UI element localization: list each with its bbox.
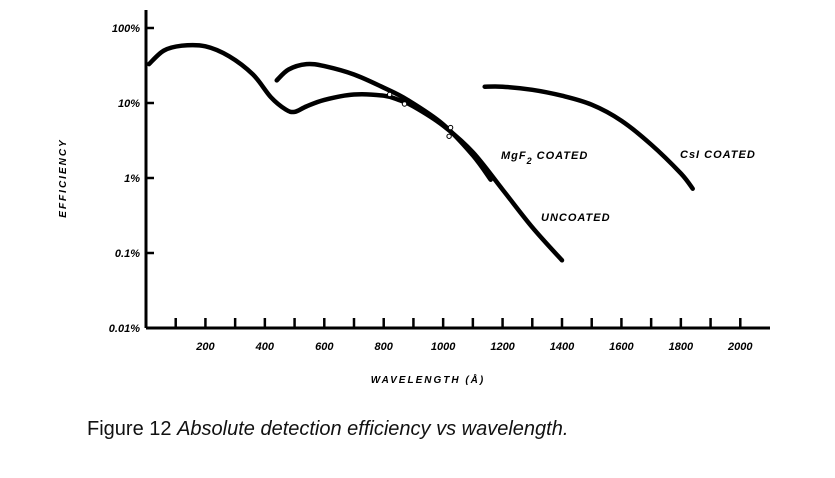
figure-caption-text: Absolute detection efficiency vs wavelen… xyxy=(177,418,569,440)
x-tick-label: 1400 xyxy=(550,341,575,353)
data-point-marker xyxy=(447,124,454,131)
chart-axes: 200 400 600 800 1000 1200 1400 1600 1800 2000 0.01… xyxy=(109,10,770,353)
mgf2-label-main: MgF xyxy=(501,150,527,162)
x-tick-label: 1800 xyxy=(669,341,694,353)
series-label-uncoated: UNCOATED xyxy=(541,212,611,224)
data-point-marker xyxy=(386,91,393,98)
x-tick-label: 2000 xyxy=(727,341,753,353)
series-line-mgf2-coated xyxy=(274,61,493,182)
figure-number: Figure 12 xyxy=(87,418,172,440)
figure-caption: Figure 12 Absolute detection efficiency … xyxy=(87,418,568,441)
x-axis-title: WAVELENGTH (Å) xyxy=(371,373,485,386)
x-tick-label: 1600 xyxy=(609,341,634,353)
series-label-csi-coated: CsI COATED xyxy=(680,149,756,161)
mgf2-label-rest: COATED xyxy=(533,150,589,162)
mgf2-label-subscript: 2 xyxy=(526,156,533,166)
y-tick-label: 100% xyxy=(112,23,140,35)
series-line-csi-coated xyxy=(482,84,695,191)
y-tick-label: 1% xyxy=(124,173,140,185)
x-tick-label: 600 xyxy=(315,341,334,353)
y-tick-label: 0.01% xyxy=(109,323,140,335)
series-label-mgf2-coated: MgF2 COATED xyxy=(501,150,588,166)
y-tick-label: 10% xyxy=(118,98,140,110)
x-tick-label: 800 xyxy=(375,341,394,353)
x-tick-label: 1200 xyxy=(490,341,515,353)
labels-layer: WAVELENGTH (Å) EFFICIENCY UNCOATED MgF2 … xyxy=(58,138,756,386)
x-tick-label: 400 xyxy=(255,341,275,353)
x-tick-label: 200 xyxy=(195,341,215,353)
data-point-marker xyxy=(446,133,452,139)
y-axis-title: EFFICIENCY xyxy=(58,138,69,217)
y-tick-label: 0.1% xyxy=(115,248,140,260)
x-tick-label: 1000 xyxy=(431,341,456,353)
series-layer xyxy=(146,42,695,263)
data-point-marker xyxy=(401,101,408,107)
